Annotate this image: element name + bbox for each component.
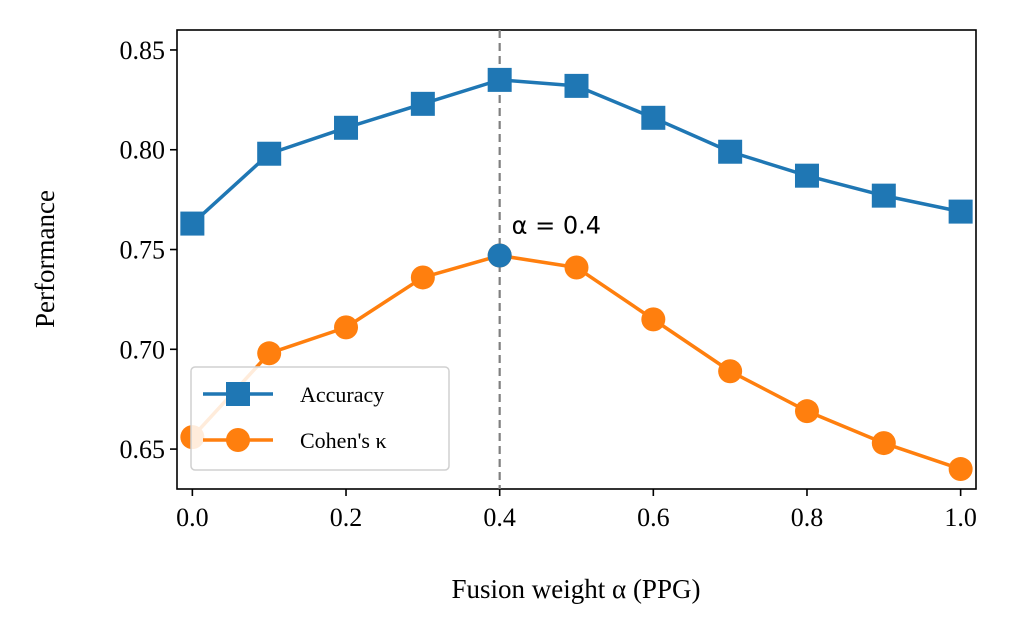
data-point-kappa bbox=[410, 265, 435, 290]
y-tick-label: 0.85 bbox=[120, 36, 166, 65]
data-point-accuracy bbox=[718, 139, 743, 164]
legend-kappa-marker bbox=[226, 428, 250, 452]
data-point-kappa bbox=[564, 255, 589, 280]
data-point-accuracy bbox=[871, 183, 896, 208]
legend-accuracy-marker bbox=[226, 382, 250, 406]
optimal-alpha-annotation: α = 0.4 bbox=[512, 212, 601, 240]
x-tick-label: 0.0 bbox=[176, 503, 209, 532]
data-point-accuracy bbox=[180, 211, 205, 236]
data-point-accuracy bbox=[334, 115, 359, 140]
y-tick-label: 0.75 bbox=[120, 236, 166, 265]
data-point-kappa bbox=[718, 359, 743, 384]
data-point-kappa bbox=[794, 399, 819, 424]
plot-frame bbox=[176, 29, 977, 490]
data-point-kappa bbox=[948, 457, 973, 482]
y-tick-label: 0.65 bbox=[120, 435, 166, 464]
series-line-accuracy bbox=[191, 78, 961, 225]
optimal-point-marker bbox=[487, 243, 512, 268]
data-point-accuracy bbox=[794, 163, 819, 188]
y-tick-label: 0.70 bbox=[120, 335, 166, 364]
x-tick-label: 1.0 bbox=[944, 503, 977, 532]
x-tick-label: 0.2 bbox=[330, 503, 363, 532]
x-axis-ticks: 0.0 0.2 0.4 0.6 0.8 1.0 bbox=[176, 489, 977, 532]
data-point-accuracy bbox=[410, 91, 435, 116]
data-point-accuracy bbox=[257, 141, 282, 166]
x-tick-label: 0.4 bbox=[483, 503, 516, 532]
x-axis-label: Fusion weight α (PPG) bbox=[452, 574, 701, 604]
x-tick-label: 0.8 bbox=[791, 503, 824, 532]
legend: Accuracy Cohen's κ bbox=[190, 366, 450, 471]
data-point-kappa bbox=[257, 341, 282, 366]
data-point-kappa bbox=[641, 307, 666, 332]
data-point-accuracy bbox=[487, 67, 512, 92]
legend-kappa-label: Cohen's κ bbox=[300, 428, 387, 453]
y-axis-ticks: 0.65 0.70 0.75 0.80 0.85 bbox=[120, 36, 177, 464]
data-point-accuracy bbox=[641, 105, 666, 130]
y-tick-label: 0.80 bbox=[120, 136, 166, 165]
data-point-kappa bbox=[871, 431, 896, 456]
data-point-accuracy bbox=[948, 199, 973, 224]
x-tick-label: 0.6 bbox=[637, 503, 670, 532]
data-point-accuracy bbox=[564, 73, 589, 98]
legend-accuracy-label: Accuracy bbox=[300, 382, 384, 407]
data-point-kappa bbox=[334, 315, 359, 340]
series-layer bbox=[180, 67, 973, 482]
y-axis-label: Performance bbox=[30, 190, 60, 328]
